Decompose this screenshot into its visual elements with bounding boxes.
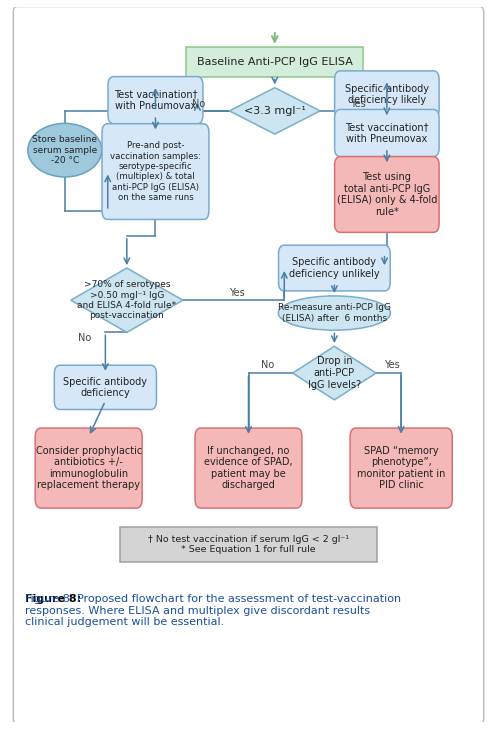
Text: Store baseline
serum sample
-20 °C: Store baseline serum sample -20 °C (32, 136, 97, 165)
FancyBboxPatch shape (13, 7, 484, 724)
Polygon shape (71, 268, 183, 332)
Polygon shape (293, 346, 376, 400)
Text: Yes: Yes (229, 288, 245, 298)
FancyBboxPatch shape (334, 157, 439, 233)
FancyBboxPatch shape (35, 428, 142, 508)
Text: Pre-and post-
vaccination samples:
serotype-specific
(multiplex) & total
anti-PC: Pre-and post- vaccination samples: serot… (110, 141, 201, 202)
Text: Yes: Yes (350, 98, 366, 109)
Text: Baseline Anti-PCP IgG ELISA: Baseline Anti-PCP IgG ELISA (197, 57, 353, 66)
Polygon shape (230, 87, 320, 134)
Text: Specific antibody
deficiency unlikely: Specific antibody deficiency unlikely (289, 257, 380, 279)
Ellipse shape (278, 296, 391, 330)
Text: If unchanged, no
evidence of SPAD,
patient may be
discharged: If unchanged, no evidence of SPAD, patie… (204, 445, 293, 491)
Text: Test vaccination†
with Pneumovax: Test vaccination† with Pneumovax (345, 122, 428, 144)
Text: Specific antibody
deficiency: Specific antibody deficiency (63, 377, 148, 398)
Text: Figure 8: Proposed flowchart for the assessment of test-vaccination
responses. W: Figure 8: Proposed flowchart for the ass… (25, 594, 401, 628)
Text: Test using
total anti-PCP IgG
(ELISA) only & 4-fold
rule*: Test using total anti-PCP IgG (ELISA) on… (336, 172, 437, 217)
Text: No: No (261, 360, 274, 370)
FancyBboxPatch shape (350, 428, 452, 508)
Text: Test vaccination†
with Pneumovax: Test vaccination† with Pneumovax (114, 90, 197, 111)
Text: † No test vaccination if serum IgG < 2 gl⁻¹
* See Equation 1 for full rule: † No test vaccination if serum IgG < 2 g… (148, 535, 349, 554)
Text: SPAD “memory
phenotype”,
monitor patient in
PID clinic: SPAD “memory phenotype”, monitor patient… (357, 445, 445, 491)
FancyBboxPatch shape (278, 245, 390, 291)
Text: Drop in
anti-PCP
IgG levels?: Drop in anti-PCP IgG levels? (308, 356, 361, 390)
Text: Re-measure anti-PCP IgG
(ELISA) after  6 months: Re-measure anti-PCP IgG (ELISA) after 6 … (278, 303, 391, 323)
FancyBboxPatch shape (334, 109, 439, 157)
Text: Yes: Yes (384, 360, 400, 370)
Text: Figure 8:: Figure 8: (25, 594, 81, 604)
Bar (120, 526, 377, 562)
Text: No: No (78, 333, 91, 343)
FancyBboxPatch shape (54, 365, 157, 410)
Ellipse shape (28, 123, 102, 177)
Text: Specific antibody
deficiency likely: Specific antibody deficiency likely (345, 84, 429, 105)
Text: Consider prophylactic
antibiotics +/-
immunoglobulin
replacement therapy: Consider prophylactic antibiotics +/- im… (36, 445, 142, 491)
Text: <3.3 mgl⁻¹: <3.3 mgl⁻¹ (244, 106, 306, 116)
Bar (186, 47, 363, 77)
Text: >70% of serotypes
>0.50 mgl⁻¹ IgG
and ELISA 4-fold rule*
post-vaccination: >70% of serotypes >0.50 mgl⁻¹ IgG and EL… (77, 280, 176, 320)
Text: No: No (192, 98, 205, 109)
FancyBboxPatch shape (108, 77, 203, 124)
FancyBboxPatch shape (195, 428, 302, 508)
FancyBboxPatch shape (102, 124, 209, 219)
FancyBboxPatch shape (334, 71, 439, 118)
